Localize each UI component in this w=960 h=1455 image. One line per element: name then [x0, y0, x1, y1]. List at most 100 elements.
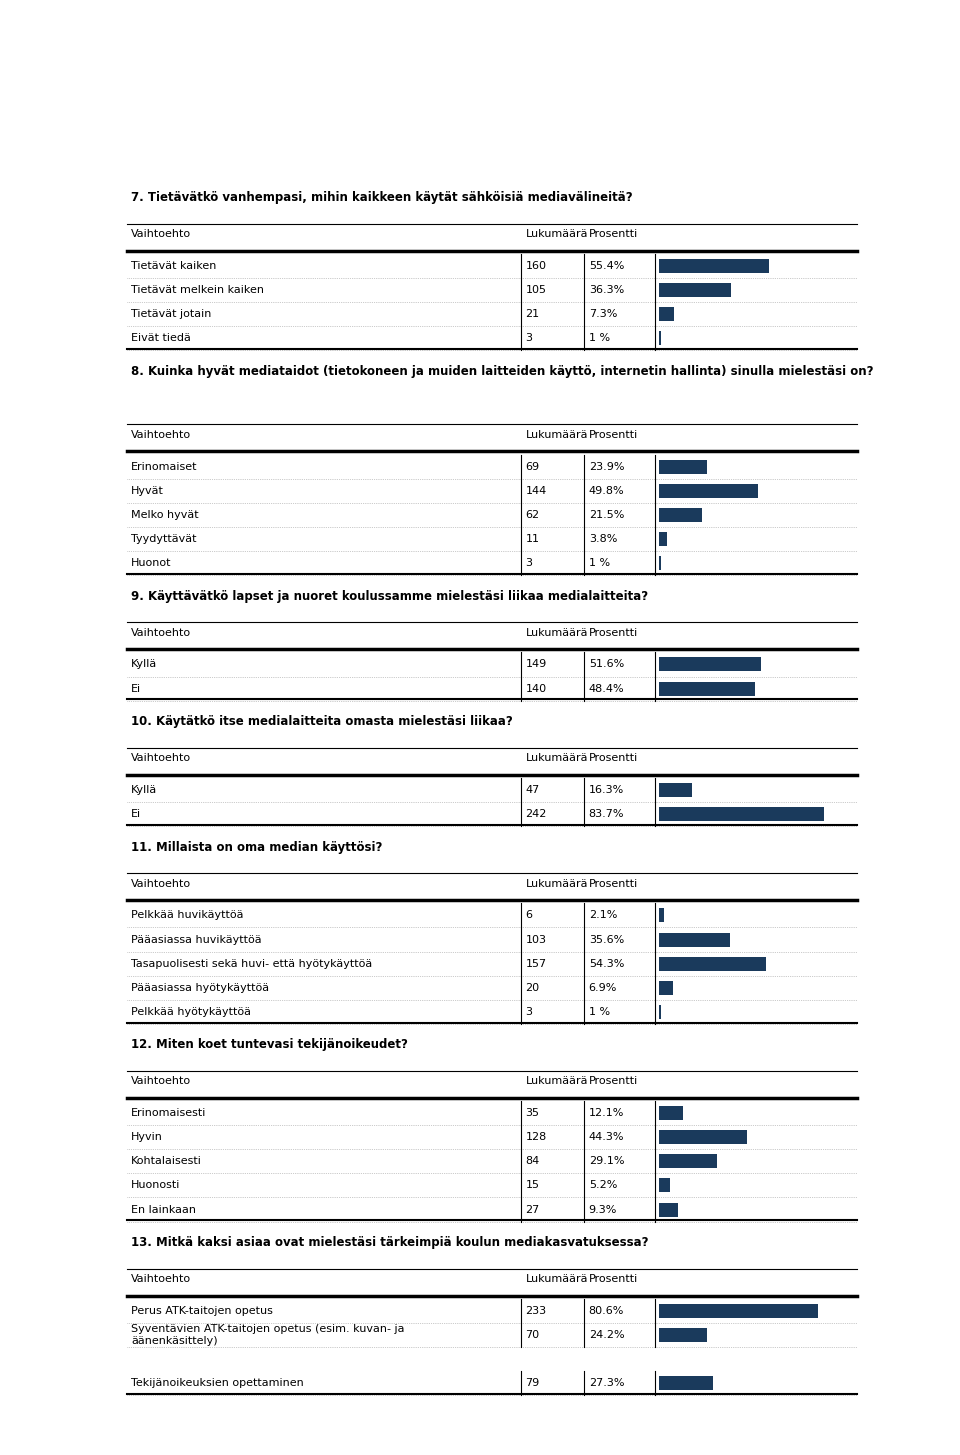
- Bar: [660, 783, 691, 797]
- Text: Lukumäärä: Lukumäärä: [525, 879, 588, 889]
- Text: 80.6%: 80.6%: [588, 1307, 624, 1315]
- Text: 54.3%: 54.3%: [588, 959, 624, 969]
- Bar: [660, 1376, 713, 1390]
- Text: Kyllä: Kyllä: [132, 784, 157, 794]
- Text: 62: 62: [525, 509, 540, 519]
- Text: 69: 69: [525, 461, 540, 471]
- Text: Tasapuolisesti sekä huvi- että hyötykäyttöä: Tasapuolisesti sekä huvi- että hyötykäyt…: [132, 959, 372, 969]
- Text: Vaihtoehto: Vaihtoehto: [132, 1275, 191, 1285]
- Text: Perus ATK-taitojen opetus: Perus ATK-taitojen opetus: [132, 1307, 273, 1315]
- Text: Pelkkää hyötykäyttöä: Pelkkää hyötykäyttöä: [132, 1007, 252, 1017]
- Text: Vaihtoehto: Vaihtoehto: [132, 230, 191, 240]
- Text: Lukumäärä: Lukumäärä: [525, 627, 588, 637]
- Bar: [660, 956, 766, 970]
- Text: 128: 128: [525, 1132, 547, 1142]
- Bar: [660, 533, 667, 546]
- Text: 27: 27: [525, 1205, 540, 1215]
- Text: 79: 79: [525, 1378, 540, 1388]
- Text: 3: 3: [525, 333, 533, 343]
- Text: 9. Käyttävätkö lapset ja nuoret koulussamme mielestäsi liikaa medialaitteita?: 9. Käyttävätkö lapset ja nuoret koulussa…: [132, 589, 648, 602]
- Text: 48.4%: 48.4%: [588, 684, 624, 694]
- Bar: [660, 460, 707, 474]
- Text: 7.3%: 7.3%: [588, 310, 617, 319]
- Text: 51.6%: 51.6%: [588, 659, 624, 669]
- Bar: [660, 1304, 818, 1318]
- Text: 144: 144: [525, 486, 547, 496]
- Text: 36.3%: 36.3%: [588, 285, 624, 295]
- Text: Huonot: Huonot: [132, 559, 172, 567]
- Text: 1 %: 1 %: [588, 333, 610, 343]
- Text: Prosentti: Prosentti: [588, 754, 638, 764]
- Text: Vaihtoehto: Vaihtoehto: [132, 754, 191, 764]
- Bar: [660, 658, 761, 671]
- Bar: [660, 307, 674, 322]
- Text: Pääasiassa huvikäyttöä: Pääasiassa huvikäyttöä: [132, 934, 262, 944]
- Text: 140: 140: [525, 684, 546, 694]
- Bar: [660, 1154, 717, 1168]
- Text: 47: 47: [525, 784, 540, 794]
- Text: Tyydyttävät: Tyydyttävät: [132, 534, 197, 544]
- Text: Vaihtoehto: Vaihtoehto: [132, 879, 191, 889]
- Text: 21.5%: 21.5%: [588, 509, 624, 519]
- Bar: [660, 681, 755, 695]
- Text: Syventävien ATK-taitojen opetus (esim. kuvan- ja
äänenkäsittely): Syventävien ATK-taitojen opetus (esim. k…: [132, 1324, 405, 1346]
- Text: 29.1%: 29.1%: [588, 1157, 624, 1167]
- Bar: [660, 808, 825, 821]
- Bar: [660, 259, 769, 274]
- Text: 242: 242: [525, 809, 547, 819]
- Text: 233: 233: [525, 1307, 546, 1315]
- Text: 8. Kuinka hyvät mediataidot (tietokoneen ja muiden laitteiden käyttö, internetin: 8. Kuinka hyvät mediataidot (tietokoneen…: [132, 365, 874, 378]
- Text: 2.1%: 2.1%: [588, 911, 617, 921]
- Text: Kohtalaisesti: Kohtalaisesti: [132, 1157, 202, 1167]
- Text: En lainkaan: En lainkaan: [132, 1205, 196, 1215]
- Text: 1 %: 1 %: [588, 559, 610, 567]
- Text: 1 %: 1 %: [588, 1007, 610, 1017]
- Text: 103: 103: [525, 934, 546, 944]
- Bar: [660, 1179, 670, 1193]
- Text: Lukumäärä: Lukumäärä: [525, 431, 588, 439]
- Text: 157: 157: [525, 959, 546, 969]
- Bar: [660, 908, 663, 922]
- Text: Vaihtoehto: Vaihtoehto: [132, 1077, 191, 1087]
- Text: Prosentti: Prosentti: [588, 1077, 638, 1087]
- Text: 13. Mitkä kaksi asiaa ovat mielestäsi tärkeimpiä koulun mediakasvatuksessa?: 13. Mitkä kaksi asiaa ovat mielestäsi tä…: [132, 1237, 649, 1250]
- Text: Prosentti: Prosentti: [588, 879, 638, 889]
- Text: 5.2%: 5.2%: [588, 1180, 617, 1190]
- Text: 24.2%: 24.2%: [588, 1330, 624, 1340]
- Text: 3.8%: 3.8%: [588, 534, 617, 544]
- Text: Pääasiassa hyötykäyttöä: Pääasiassa hyötykäyttöä: [132, 982, 270, 992]
- Text: Tietävät jotain: Tietävät jotain: [132, 310, 211, 319]
- Text: Kyllä: Kyllä: [132, 659, 157, 669]
- Text: Prosentti: Prosentti: [588, 627, 638, 637]
- Text: 15: 15: [525, 1180, 540, 1190]
- Text: Huonosti: Huonosti: [132, 1180, 180, 1190]
- Text: 83.7%: 83.7%: [588, 809, 624, 819]
- Text: Lukumäärä: Lukumäärä: [525, 754, 588, 764]
- Bar: [660, 1202, 678, 1216]
- Text: Vaihtoehto: Vaihtoehto: [132, 627, 191, 637]
- Text: 160: 160: [525, 262, 546, 271]
- Bar: [660, 332, 661, 345]
- Bar: [660, 1328, 708, 1342]
- Text: 6: 6: [525, 911, 533, 921]
- Bar: [660, 1005, 661, 1018]
- Text: Lukumäärä: Lukumäärä: [525, 1077, 588, 1087]
- Text: 55.4%: 55.4%: [588, 262, 624, 271]
- Bar: [660, 284, 731, 297]
- Text: Vaihtoehto: Vaihtoehto: [132, 431, 191, 439]
- Text: Prosentti: Prosentti: [588, 1275, 638, 1285]
- Text: 6.9%: 6.9%: [588, 982, 617, 992]
- Bar: [660, 485, 757, 498]
- Text: Melko hyvät: Melko hyvät: [132, 509, 199, 519]
- Text: 44.3%: 44.3%: [588, 1132, 624, 1142]
- Text: 11. Millaista on oma median käyttösi?: 11. Millaista on oma median käyttösi?: [132, 841, 382, 854]
- Text: 35.6%: 35.6%: [588, 934, 624, 944]
- Text: Tekijänoikeuksien opettaminen: Tekijänoikeuksien opettaminen: [132, 1378, 304, 1388]
- Text: Tietävät kaiken: Tietävät kaiken: [132, 262, 217, 271]
- Text: 105: 105: [525, 285, 546, 295]
- Text: Erinomaiset: Erinomaiset: [132, 461, 198, 471]
- Text: 21: 21: [525, 310, 540, 319]
- Text: Lukumäärä: Lukumäärä: [525, 1275, 588, 1285]
- Bar: [660, 1131, 747, 1144]
- Text: 27.3%: 27.3%: [588, 1378, 624, 1388]
